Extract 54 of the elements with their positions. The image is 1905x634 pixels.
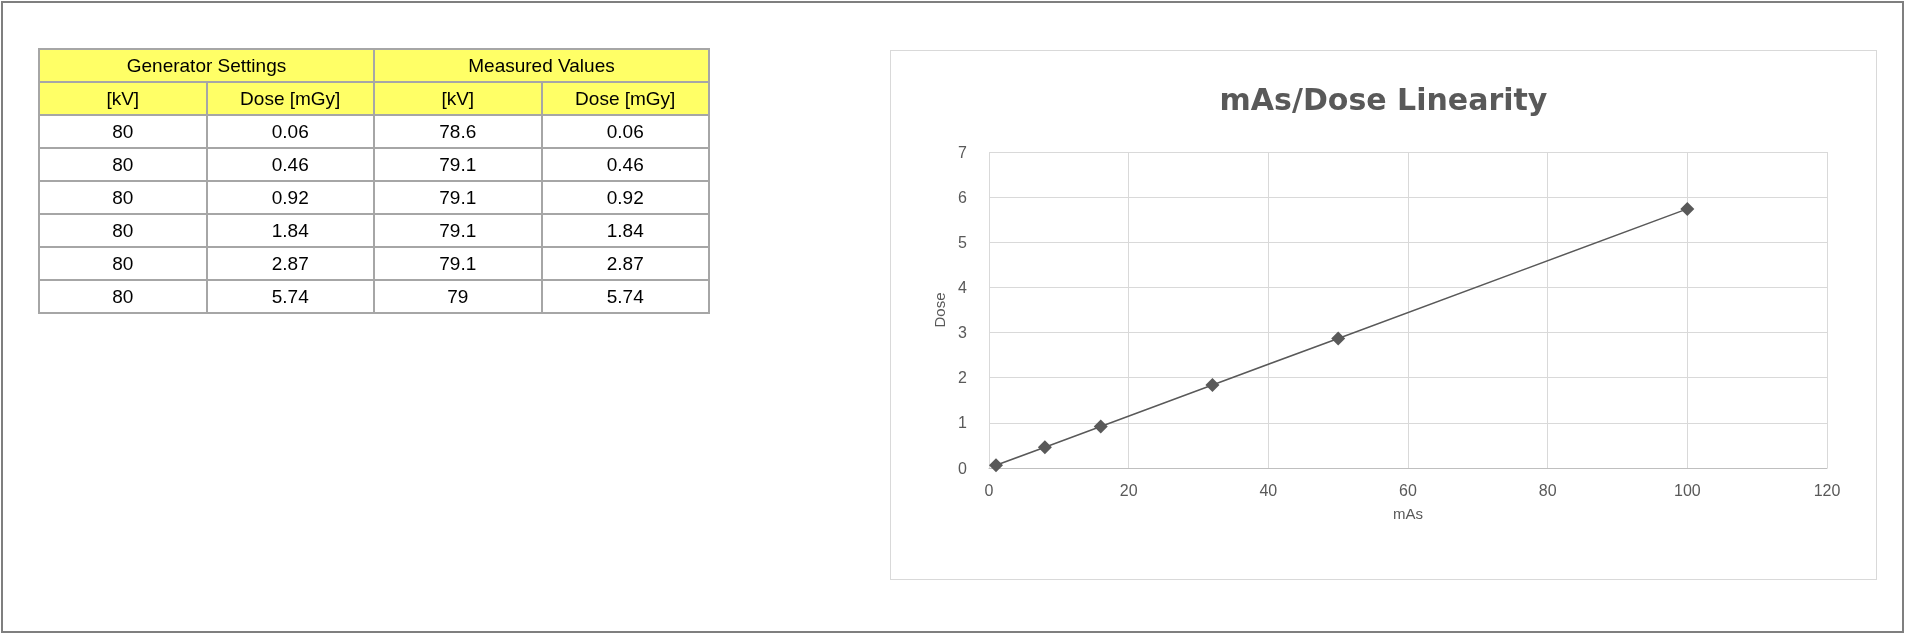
point xyxy=(1680,201,1695,216)
text: 79.1 xyxy=(374,214,542,247)
text: 0.06 xyxy=(541,115,709,148)
x-tick-label: 80 xyxy=(1538,481,1557,499)
text: Dose [mGy] xyxy=(541,82,709,115)
x-tick-label: 60 xyxy=(1399,481,1417,499)
text: 80 xyxy=(39,148,207,181)
text: 80 xyxy=(39,247,207,280)
text: [kV] xyxy=(39,82,207,115)
text: [kV] xyxy=(374,82,542,115)
chart-title: mAs/Dose Linearity xyxy=(1219,81,1548,117)
text: 79.1 xyxy=(374,148,542,181)
text: 2.87 xyxy=(206,247,374,280)
text: 0.46 xyxy=(541,148,709,181)
x-tick-label: 20 xyxy=(1119,481,1138,499)
y-tick-label: 4 xyxy=(958,278,968,296)
text: 79 xyxy=(374,280,542,313)
y-tick-label: 3 xyxy=(958,324,968,342)
text: 79.1 xyxy=(374,181,542,214)
y-tick-label: 1 xyxy=(958,414,968,432)
x-tick-label: 40 xyxy=(1259,481,1278,499)
text: 0.92 xyxy=(541,181,709,214)
text: 79.1 xyxy=(374,247,542,280)
text: 78.6 xyxy=(374,115,542,148)
text: Measured Values xyxy=(374,49,709,82)
x-tick-label: 120 xyxy=(1813,481,1841,499)
text: 0.46 xyxy=(206,148,374,181)
y-tick-label: 2 xyxy=(958,369,968,387)
point xyxy=(1205,377,1220,392)
point xyxy=(1037,440,1052,455)
x-axis-title: mAs xyxy=(1393,505,1423,522)
point xyxy=(1093,419,1108,434)
x-tick-label: 100 xyxy=(1673,481,1701,499)
text: 5.74 xyxy=(541,280,709,313)
y-axis-title: Dose xyxy=(931,292,949,328)
text: 0.92 xyxy=(206,181,374,214)
text: Dose [mGy] xyxy=(206,82,374,115)
text: 80 xyxy=(39,115,207,148)
text: 0.06 xyxy=(206,115,374,148)
text: 80 xyxy=(39,214,207,247)
text: 1.84 xyxy=(206,214,374,247)
text: 1.84 xyxy=(541,214,709,247)
text: Generator Settings xyxy=(39,49,374,82)
y-tick-label: 0 xyxy=(958,459,968,477)
text: 80 xyxy=(39,280,207,313)
text: 80 xyxy=(39,181,207,214)
point xyxy=(988,458,1003,473)
text: 5.74 xyxy=(206,280,374,313)
y-tick-label: 7 xyxy=(958,143,968,161)
x-tick-label: 0 xyxy=(984,481,994,499)
text: 2.87 xyxy=(541,247,709,280)
y-tick-label: 5 xyxy=(958,233,968,251)
y-tick-label: 6 xyxy=(958,188,968,206)
point xyxy=(1331,331,1346,346)
